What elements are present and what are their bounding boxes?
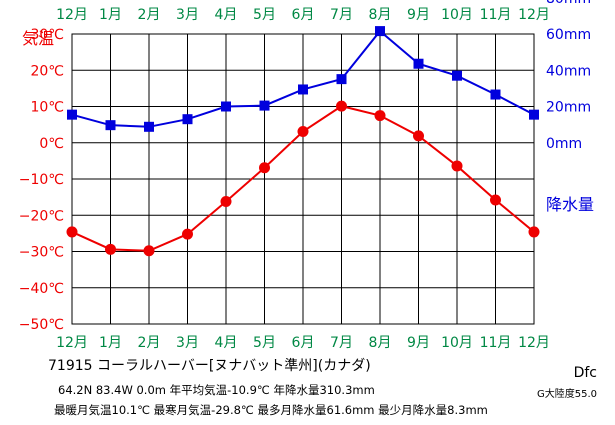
month-label: 10月 <box>441 7 473 23</box>
month-label: 9月 <box>407 335 430 351</box>
precipitation-tick-labels: 80mm 60mm 40mm 20mm 0mm <box>546 0 591 152</box>
month-label: 4月 <box>215 7 238 23</box>
month-label: 1月 <box>99 7 122 23</box>
temperature-point <box>182 228 193 240</box>
month-label: 8月 <box>369 335 392 351</box>
temperature-tick-label: 0℃ <box>39 136 64 152</box>
precipitation-tick-label: 40mm <box>546 63 591 79</box>
precipitation-tick-label: 80mm <box>546 0 591 7</box>
month-label: 6月 <box>292 7 315 23</box>
temperature-point <box>413 130 424 142</box>
month-label: 8月 <box>369 7 392 23</box>
temperature-axis-label: 気温 <box>22 29 54 48</box>
precipitation-tick-label: 0mm <box>546 136 582 152</box>
month-label: 12月 <box>518 335 550 351</box>
temperature-point <box>336 100 347 112</box>
month-label: 6月 <box>292 335 315 351</box>
month-label: 5月 <box>253 335 276 351</box>
temperature-tick-label: −50℃ <box>19 317 64 333</box>
month-label: 7月 <box>330 335 353 351</box>
precipitation-point <box>298 84 308 95</box>
temperature-tick-label: 20℃ <box>30 63 64 79</box>
precipitation-tick-label: 60mm <box>546 27 591 43</box>
temperature-point <box>143 245 155 257</box>
month-label: 12月 <box>56 335 88 351</box>
temperature-tick-label: 30℃ <box>30 27 64 43</box>
station-name: 71915 コーラルハーバー[ヌナバット準州](カナダ) <box>48 358 371 374</box>
climate-continentality: G大陸度55.0 <box>536 389 597 400</box>
station-info-line1: 64.2N 83.4W 0.0m 年平均気温-10.9℃ 年降水量310.3mm <box>58 383 375 397</box>
month-label: 3月 <box>176 7 199 23</box>
month-labels-bottom: 12月 1月 2月 3月 4月 5月 6月 7月 8月 9月 10月 11月 12月 <box>56 335 550 351</box>
precipitation-point <box>529 109 539 120</box>
temperature-point <box>220 195 232 207</box>
precipitation-point <box>144 121 154 132</box>
precipitation-point <box>259 100 270 111</box>
temperature-tick-label: −30℃ <box>19 245 64 261</box>
month-label: 5月 <box>253 7 276 23</box>
month-labels-top: 12月 1月 2月 3月 4月 5月 6月 7月 8月 9月 10月 11月 12月 <box>56 7 550 23</box>
month-label: 3月 <box>176 335 199 351</box>
precipitation-point <box>336 74 347 85</box>
precipitation-point <box>182 114 193 125</box>
precipitation-point <box>452 70 462 81</box>
temperature-point <box>451 160 463 172</box>
precipitation-tick-label: 20mm <box>546 100 591 116</box>
climate-code: Dfc <box>573 365 597 381</box>
temperature-series <box>66 100 540 257</box>
temperature-point <box>490 194 501 206</box>
temperature-tick-label: −10℃ <box>19 172 64 188</box>
month-label: 7月 <box>330 7 353 23</box>
month-label: 1月 <box>99 335 122 351</box>
month-label: 11月 <box>480 335 512 351</box>
grid-lines <box>72 34 534 324</box>
month-label: 10月 <box>441 335 473 351</box>
temperature-point <box>528 226 540 238</box>
temperature-point <box>374 110 386 122</box>
precipitation-point <box>67 109 77 120</box>
month-label: 12月 <box>518 7 550 23</box>
month-label: 12月 <box>56 7 88 23</box>
month-label: 2月 <box>138 335 161 351</box>
precipitation-point <box>490 89 501 100</box>
month-label: 2月 <box>138 7 161 23</box>
temperature-point <box>259 162 270 174</box>
month-label: 11月 <box>480 7 512 23</box>
precipitation-series <box>67 26 539 132</box>
precipitation-point <box>221 101 231 112</box>
temperature-point <box>66 226 78 238</box>
temperature-point <box>105 243 116 255</box>
station-info-line2: 最暖月気温10.1℃ 最寒月気温-29.8℃ 最多月降水量61.6mm 最少月降… <box>54 403 488 417</box>
temperature-tick-label: 10℃ <box>30 100 64 116</box>
temperature-tick-label: −40℃ <box>19 281 64 297</box>
month-label: 9月 <box>407 7 430 23</box>
temperature-point <box>297 126 309 138</box>
precipitation-point <box>375 26 385 37</box>
temperature-tick-labels: 30℃ 20℃ 10℃ 0℃ −10℃ −20℃ −30℃ −40℃ −50℃ <box>19 27 64 333</box>
month-label: 4月 <box>215 335 238 351</box>
precipitation-point <box>105 120 116 131</box>
precipitation-point <box>413 58 424 69</box>
temperature-tick-label: −20℃ <box>19 208 64 224</box>
precipitation-axis-label: 降水量 <box>546 195 594 214</box>
